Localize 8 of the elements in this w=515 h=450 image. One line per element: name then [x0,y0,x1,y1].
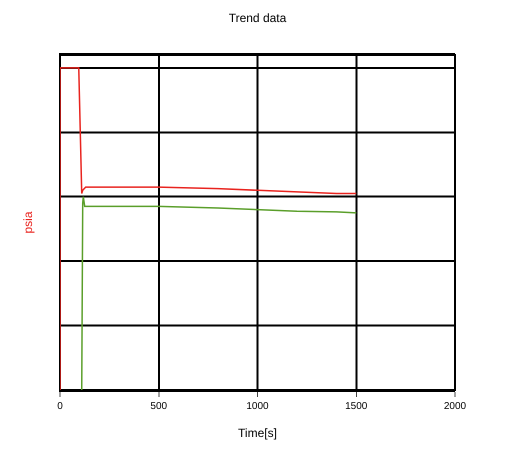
y-axis-title: psia [21,211,35,234]
x-tick-label: 1500 [345,401,368,412]
chart-title: Trend data [228,10,287,25]
x-axis-title: Time[s] [238,426,277,440]
x-tick-label: 500 [150,401,168,412]
x-tick-label: 0 [57,401,64,412]
x-tick-label: 1000 [246,401,270,412]
x-tick-label: 2000 [444,401,467,412]
